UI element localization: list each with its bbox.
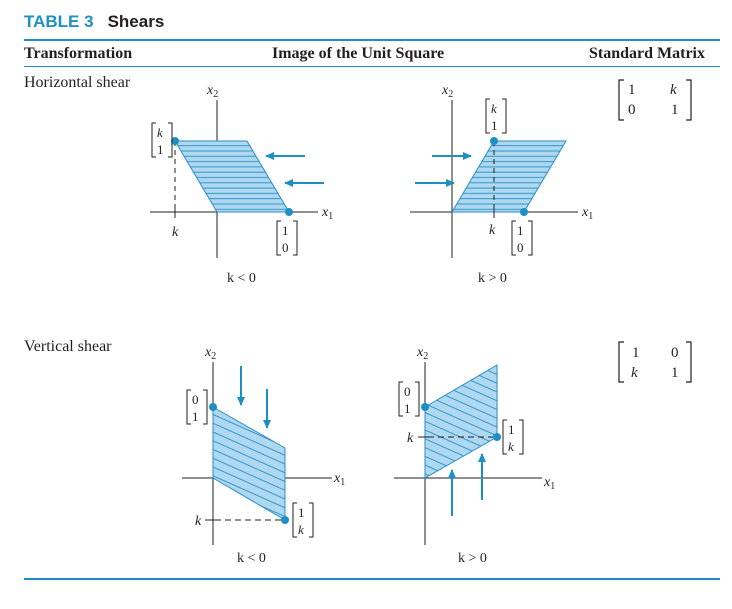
matrix-brackets <box>618 79 692 121</box>
vector-1k: 1 k <box>292 502 314 538</box>
matrix-entry: 1 <box>671 102 679 118</box>
k-tick-label: k <box>407 431 414 446</box>
matrix-entry: 0 <box>671 345 679 361</box>
svg-text:0: 0 <box>192 392 199 407</box>
svg-text:1: 1 <box>282 223 289 238</box>
svg-text:1: 1 <box>157 142 164 157</box>
x1-axis-label: x1 <box>543 475 555 492</box>
sheared-square-hatch <box>213 407 285 520</box>
vertex-e1 <box>520 208 528 216</box>
x2-axis-label: x2 <box>204 345 216 362</box>
sheared-square-hatch <box>425 365 497 478</box>
svg-text:1: 1 <box>298 505 305 520</box>
svg-text:0: 0 <box>404 384 411 399</box>
vector-e2: 0 1 <box>398 381 420 417</box>
figure-horizontal-shear-k-negative: x2 x1 k k 1 1 0 k < 0 <box>150 83 333 286</box>
bottom-rule <box>24 578 720 580</box>
sheared-square-hatch <box>452 141 566 212</box>
table-number: TABLE 3 <box>24 12 94 31</box>
vector-e1: 1 0 <box>276 220 298 256</box>
figure-vertical-shear-k-positive: x2 x1 k 0 1 1 k k > 0 <box>394 345 555 566</box>
vector-k1: k 1 <box>485 98 507 134</box>
header-rule <box>24 66 720 67</box>
sheared-square-hatch <box>175 141 289 212</box>
k-tick-label: k <box>172 225 179 240</box>
caption-k-positive: k > 0 <box>478 271 507 286</box>
caption-k-positive: k > 0 <box>458 551 487 566</box>
header-image: Image of the Unit Square <box>272 45 445 62</box>
vector-e2: 0 1 <box>186 389 208 425</box>
vertex-e2 <box>209 403 217 411</box>
table-name: Shears <box>107 12 165 31</box>
matrix-entry: 1 <box>628 82 636 98</box>
vector-e1: 1 0 <box>511 220 533 256</box>
svg-text:1: 1 <box>404 401 411 416</box>
k-tick-label: k <box>489 223 496 238</box>
vertex-k1 <box>490 137 498 145</box>
svg-text:1: 1 <box>192 409 199 424</box>
row-label-vertical-shear: Vertical shear <box>24 338 112 355</box>
matrix-horizontal-shear: 1 k 0 1 <box>618 79 692 121</box>
x2-axis-label: x2 <box>441 83 453 100</box>
figure-vertical-shear-k-negative: x2 x1 k 0 1 1 k k < 0 <box>182 345 345 566</box>
caption-k-negative: k < 0 <box>227 271 256 286</box>
vertex-k1 <box>171 137 179 145</box>
matrix-vertical-shear: 1 0 k 1 <box>618 341 692 383</box>
vertex-1k <box>493 433 501 441</box>
header-transformation: Transformation <box>24 45 133 62</box>
vertex-e1 <box>285 208 293 216</box>
matrix-entry: 1 <box>632 345 640 361</box>
matrix-entry: k <box>631 365 638 381</box>
svg-text:1: 1 <box>491 118 498 133</box>
matrix-entry: 1 <box>671 365 679 381</box>
top-rule <box>24 39 720 41</box>
vector-1k: 1 k <box>502 419 524 455</box>
x1-axis-label: x1 <box>321 205 333 222</box>
svg-text:0: 0 <box>282 240 289 255</box>
x1-axis-label: x1 <box>581 205 593 222</box>
vertex-1k <box>281 516 289 524</box>
svg-text:k: k <box>491 101 497 116</box>
x1-axis-label: x1 <box>333 471 345 488</box>
svg-text:k: k <box>157 125 163 140</box>
x2-axis-label: x2 <box>206 83 218 100</box>
svg-text:k: k <box>508 439 514 454</box>
header-matrix: Standard Matrix <box>589 45 705 62</box>
caption-k-negative: k < 0 <box>237 551 266 566</box>
svg-text:0: 0 <box>517 240 524 255</box>
vector-k1: k 1 <box>151 122 173 158</box>
svg-text:1: 1 <box>508 422 515 437</box>
svg-text:k: k <box>298 522 304 537</box>
row-label-horizontal-shear: Horizontal shear <box>24 74 131 91</box>
table-title: TABLE 3 Shears <box>24 12 164 32</box>
figure-horizontal-shear-k-positive: x2 x1 k k 1 1 0 k > 0 <box>410 83 593 286</box>
k-tick-label: k <box>195 514 202 529</box>
matrix-brackets <box>618 341 692 383</box>
matrix-entry: k <box>670 82 677 98</box>
matrix-entry: 0 <box>628 102 636 118</box>
vertex-e2 <box>421 403 429 411</box>
x2-axis-label: x2 <box>416 345 428 362</box>
svg-text:1: 1 <box>517 223 524 238</box>
